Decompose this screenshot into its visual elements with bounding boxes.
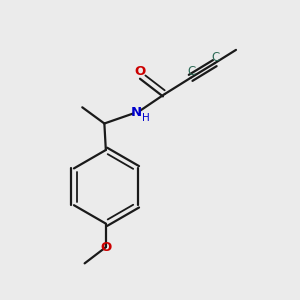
Text: H: H [142, 112, 150, 123]
Text: N: N [131, 106, 142, 119]
Text: C: C [211, 51, 220, 64]
Text: O: O [100, 241, 112, 254]
Text: O: O [135, 65, 146, 78]
Text: C: C [187, 65, 195, 79]
